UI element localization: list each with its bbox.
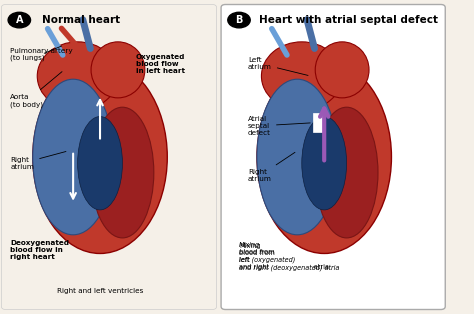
Text: Left
atrium: Left atrium (248, 57, 308, 75)
Circle shape (8, 12, 30, 28)
FancyArrowPatch shape (272, 29, 287, 55)
Ellipse shape (33, 61, 167, 253)
Text: Aorta
(to body): Aorta (to body) (10, 72, 62, 108)
Bar (313, 113, 324, 132)
Text: A: A (16, 15, 23, 25)
Ellipse shape (315, 107, 378, 238)
Text: Right
atrium: Right atrium (10, 151, 66, 170)
FancyArrowPatch shape (307, 20, 315, 48)
Text: Right
atrium: Right atrium (248, 152, 295, 182)
Text: Pulmonary artery
(to lungs): Pulmonary artery (to lungs) (10, 46, 73, 61)
Text: Mixing
blood from
left (oxygenated)
and right (deoxygenated) atria: Mixing blood from left (oxygenated) and … (239, 242, 339, 271)
Ellipse shape (257, 61, 392, 253)
Ellipse shape (315, 42, 369, 98)
Text: Right and left ventricles: Right and left ventricles (57, 288, 143, 294)
Ellipse shape (257, 79, 337, 235)
Text: Normal heart: Normal heart (42, 15, 120, 25)
Ellipse shape (91, 42, 145, 98)
Ellipse shape (91, 107, 154, 238)
Text: Atrial
septal
defect: Atrial septal defect (248, 116, 310, 136)
Text: Heart with atrial septal defect: Heart with atrial septal defect (259, 15, 438, 25)
FancyBboxPatch shape (221, 4, 445, 310)
FancyArrowPatch shape (62, 28, 85, 55)
Text: Deoxygenated
blood flow in
right heart: Deoxygenated blood flow in right heart (10, 240, 69, 260)
Ellipse shape (33, 79, 113, 235)
Text: B: B (235, 15, 243, 25)
Ellipse shape (302, 116, 346, 210)
Text: Oxygenated
blood flow
in left heart: Oxygenated blood flow in left heart (136, 54, 185, 74)
Ellipse shape (78, 116, 122, 210)
Ellipse shape (262, 42, 342, 110)
FancyBboxPatch shape (1, 4, 217, 310)
Text: Mixing
blood from
left                      
and right                     atria: Mixing blood from left and right atria (239, 243, 329, 270)
Ellipse shape (37, 42, 118, 110)
FancyArrowPatch shape (83, 20, 91, 48)
FancyArrowPatch shape (47, 29, 63, 55)
Circle shape (228, 12, 250, 28)
